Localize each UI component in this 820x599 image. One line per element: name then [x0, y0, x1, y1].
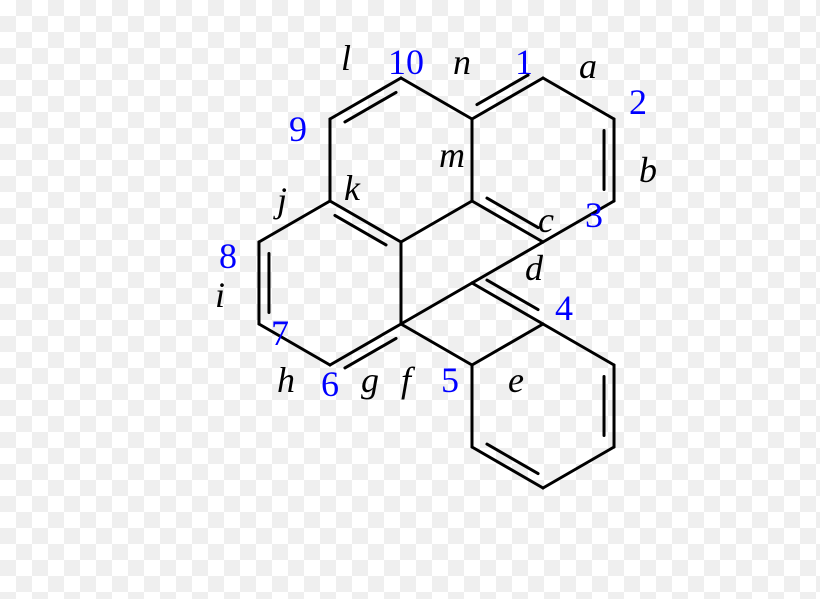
bond-line	[543, 324, 614, 365]
bond-letter-g: g	[361, 362, 379, 398]
bond-line	[259, 201, 330, 242]
bond-letter-c: c	[538, 202, 554, 238]
bond-letter-h: h	[277, 362, 295, 398]
bond-letter-l: l	[341, 40, 351, 76]
bond-line	[472, 447, 543, 488]
bond-line	[472, 78, 543, 119]
bond-letter-b: b	[639, 152, 657, 188]
atom-number-8: 8	[219, 238, 237, 274]
atom-number-1: 1	[515, 44, 533, 80]
bond-line	[401, 78, 472, 119]
atom-number-6: 6	[321, 366, 339, 402]
bond-letter-f: f	[401, 362, 411, 398]
bond-letter-e: e	[508, 362, 524, 398]
bond-letter-j: j	[277, 182, 287, 218]
atom-number-10: 10	[388, 44, 424, 80]
bond-letter-n: n	[453, 44, 471, 80]
bond-letter-m: m	[439, 137, 465, 173]
bond-letter-a: a	[579, 48, 597, 84]
atom-number-9: 9	[289, 111, 307, 147]
bond-line	[401, 201, 472, 242]
bond-line	[472, 324, 543, 365]
bond-letter-i: i	[215, 277, 225, 313]
bond-line	[330, 78, 401, 119]
bond-line	[330, 324, 401, 365]
atom-number-7: 7	[271, 315, 289, 351]
molecule-diagram	[0, 0, 820, 599]
bond-line	[543, 447, 614, 488]
bond-letter-k: k	[344, 170, 360, 206]
bond-line	[401, 283, 472, 324]
bond-letter-d: d	[525, 250, 543, 286]
bond-line	[472, 283, 543, 324]
bond-line	[401, 324, 472, 365]
atom-number-4: 4	[555, 290, 573, 326]
atom-number-5: 5	[441, 362, 459, 398]
atom-number-2: 2	[629, 84, 647, 120]
bond-line	[330, 201, 401, 242]
bond-line	[472, 201, 543, 242]
bond-line	[259, 324, 330, 365]
atom-number-3: 3	[585, 197, 603, 233]
